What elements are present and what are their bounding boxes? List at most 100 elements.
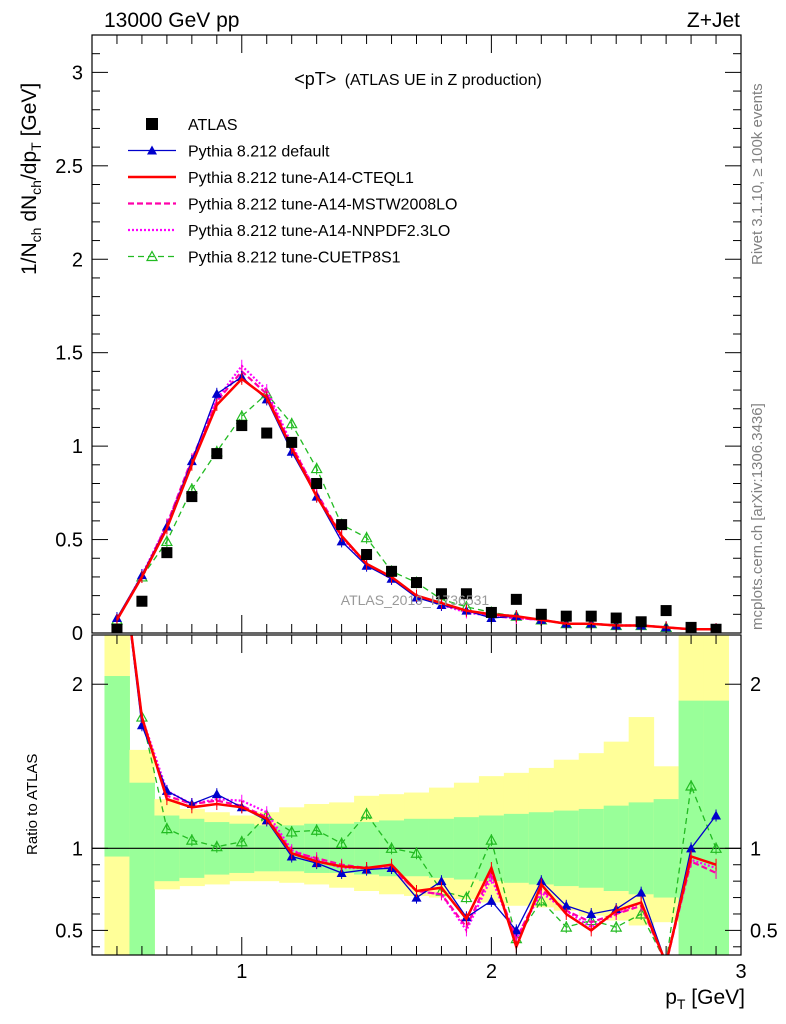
- ratio-point-default: [112, 515, 122, 524]
- rivet-version-label: Rivet 3.1.10, ≥ 100k events: [749, 83, 766, 265]
- ratio-point-default: [636, 887, 647, 897]
- atlas-data-point: [610, 612, 622, 624]
- ratio-point-default: [411, 892, 422, 902]
- atlas-data-point: [236, 420, 248, 432]
- ratio-y-tick-label-left: 0.5: [55, 920, 83, 942]
- x-tick-label: 2: [486, 961, 497, 983]
- ratio-point-cuetp8s1: [185, 833, 198, 845]
- plot-title: <pT> (ATLAS UE in Z production): [294, 69, 542, 89]
- atlas-data-point: [660, 605, 672, 617]
- top-point-cuetp8s1: [360, 531, 373, 543]
- y-axis-label-ratio: Ratio to ATLAS: [24, 754, 41, 855]
- top-point-cuetp8s1: [310, 462, 323, 474]
- ratio-point-default: [686, 843, 697, 853]
- ratio-point-cuetp8s1: [335, 837, 348, 849]
- ratio-point-default: [661, 958, 671, 967]
- ratio-uncertainty-bands: [92, 635, 741, 955]
- atlas-data-point: [460, 588, 472, 600]
- ratio-point-cuetp8s1: [310, 824, 323, 835]
- plot-title-main: <pT>: [294, 69, 336, 89]
- ratio-point-cuetp8s1: [685, 779, 698, 791]
- ratio-point-default: [486, 895, 497, 905]
- ratio-y-tick-label-right: 0.5: [750, 920, 778, 942]
- legend-label-cteql1: Pythia 8.212 tune-A14-CTEQL1: [188, 170, 414, 187]
- header-energy-label: 13000 GeV pp: [104, 9, 239, 32]
- atlas-data-point: [635, 616, 647, 628]
- mcplots-reference-label: mcplots.cern.ch [arXiv:1306.3436]: [749, 403, 766, 630]
- top-y-tick-label: 0.5: [55, 530, 83, 552]
- atlas-data-point: [386, 565, 398, 577]
- atlas-data-point: [435, 588, 447, 600]
- legend: ATLAS Pythia 8.212 default Pythia 8.212 tu…: [128, 117, 457, 267]
- top-y-tick-label: 1: [72, 436, 83, 458]
- top-y-tick-label: 0: [72, 623, 83, 645]
- atlas-data-point: [485, 606, 497, 618]
- ratio-point-cuetp8s1: [235, 835, 248, 847]
- top-point-default: [211, 388, 222, 398]
- y-axis-label-top: 1/Nch dNch/dpT [GeV]: [18, 83, 44, 275]
- header-process-label: Z+Jet: [687, 9, 740, 32]
- ratio-point-cuetp8s1: [560, 920, 573, 932]
- ratio-point-cuetp8s1: [210, 840, 223, 852]
- ratio-point-default: [711, 810, 722, 820]
- ratio-y-tick-label-left: 2: [72, 674, 83, 696]
- axes-ticks: 00.511.522.530.5 0.51 12 21 2 3: [55, 34, 778, 983]
- legend-label-cuetp8s1: Pythia 8.212 tune-CUETP8S1: [188, 250, 401, 267]
- ratio-point-default: [336, 867, 347, 877]
- atlas-data-point: [186, 491, 198, 503]
- ratio-point-cuetp8s1: [360, 807, 373, 819]
- ratio-point-cuetp8s1: [385, 842, 398, 853]
- legend-label-atlas: ATLAS: [188, 117, 238, 134]
- ratio-y-tick-label-right: 2: [750, 674, 761, 696]
- atlas-data-point: [286, 436, 298, 448]
- ratio-point-cuetp8s1: [485, 833, 498, 845]
- x-tick-label: 1: [236, 961, 247, 983]
- atlas-data-point: [261, 427, 273, 439]
- top-y-tick-label: 3: [72, 62, 83, 84]
- ratio-point-cuetp8s1: [661, 958, 671, 967]
- atlas-data-point: [361, 549, 373, 561]
- atlas-data-point: [510, 593, 522, 605]
- atlas-data-point: [136, 595, 148, 607]
- atlas-data-point: [535, 608, 547, 620]
- ratio-point-cuetp8s1: [112, 515, 122, 524]
- atlas-data-point: [411, 577, 422, 589]
- top-y-tick-label: 2: [72, 249, 83, 271]
- ratio-point-default: [586, 908, 597, 918]
- atlas-data-point: [311, 478, 323, 489]
- ratio-point-cuetp8s1: [535, 894, 548, 906]
- ratio-point-cuetp8s1: [410, 847, 423, 858]
- atlas-data-point: [161, 547, 173, 559]
- band-inner-bin: [104, 676, 130, 857]
- legend-label-mstw: Pythia 8.212 tune-A14-MSTW2008LO: [188, 197, 457, 214]
- top-point-cuetp8s1: [160, 535, 173, 547]
- ratio-point-default: [436, 876, 447, 886]
- ratio-point-cuetp8s1: [460, 891, 473, 903]
- ratio-point-cuetp8s1: [610, 920, 623, 932]
- top-point-cuetp8s1: [285, 417, 298, 429]
- atlas-data-point: [585, 610, 597, 622]
- ratio-point-cuetp8s1: [160, 822, 173, 834]
- atlas-data-point: [336, 519, 348, 531]
- x-axis-label: pT [GeV]: [665, 986, 745, 1012]
- ratio-point-cuetp8s1: [285, 825, 298, 837]
- ratio-point-cuetp8s1: [710, 842, 723, 853]
- ratio-point-default: [211, 789, 222, 799]
- ratio-y-tick-label-right: 1: [750, 838, 761, 860]
- band-inner-bin: [678, 700, 705, 955]
- ratio-y-tick-label-left: 1: [72, 838, 83, 860]
- legend-marker-cuetp8s1: [145, 250, 159, 262]
- band-inner-bin: [129, 782, 155, 955]
- legend-marker-atlas: [146, 118, 158, 130]
- legend-label-nnpdf: Pythia 8.212 tune-A14-NNPDF2.3LO: [188, 223, 450, 240]
- legend-marker-default: [147, 145, 157, 155]
- analysis-watermark: ATLAS_2019_I1736531: [341, 592, 490, 608]
- ratio-point-default: [511, 925, 522, 935]
- x-tick-label: 3: [735, 961, 746, 983]
- atlas-data-point: [560, 610, 572, 622]
- ratio-point-default: [561, 900, 572, 910]
- top-y-tick-label: 2.5: [55, 156, 83, 178]
- plot-title-sub: (ATLAS UE in Z production): [345, 72, 542, 89]
- ratio-series-lines: [112, 515, 723, 967]
